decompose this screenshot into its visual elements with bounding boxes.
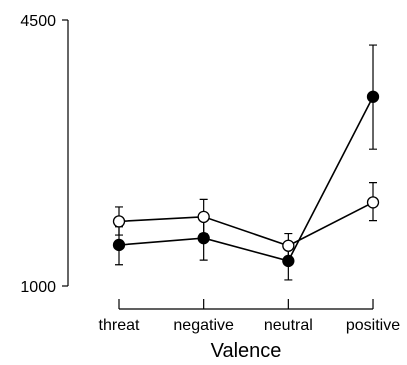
y-tick-label-bottom: 1000	[20, 279, 56, 296]
x-axis-title: Valence	[211, 340, 282, 362]
point-open-threat	[112, 215, 126, 228]
x-tick-labels: threat negative neutral positive	[99, 317, 401, 334]
x-tick-label-negative: negative	[173, 317, 234, 334]
point-filled-positive	[366, 90, 380, 103]
x-ticks	[118, 299, 374, 309]
point-open-positive	[366, 196, 380, 209]
y-tick-label-top: 4500	[20, 13, 56, 30]
point-filled-neutral	[282, 254, 295, 268]
point-open-negative	[197, 210, 210, 223]
point-filled-threat	[112, 238, 126, 252]
plot-series	[112, 44, 380, 281]
x-tick-label-threat: threat	[99, 317, 140, 334]
x-tick-label-neutral: neutral	[264, 317, 313, 334]
x-tick-label-positive: positive	[346, 317, 400, 334]
point-open-neutral	[282, 239, 295, 252]
point-filled-negative	[197, 231, 210, 245]
series-open-line	[118, 201, 374, 247]
series-filled-line	[118, 96, 374, 262]
